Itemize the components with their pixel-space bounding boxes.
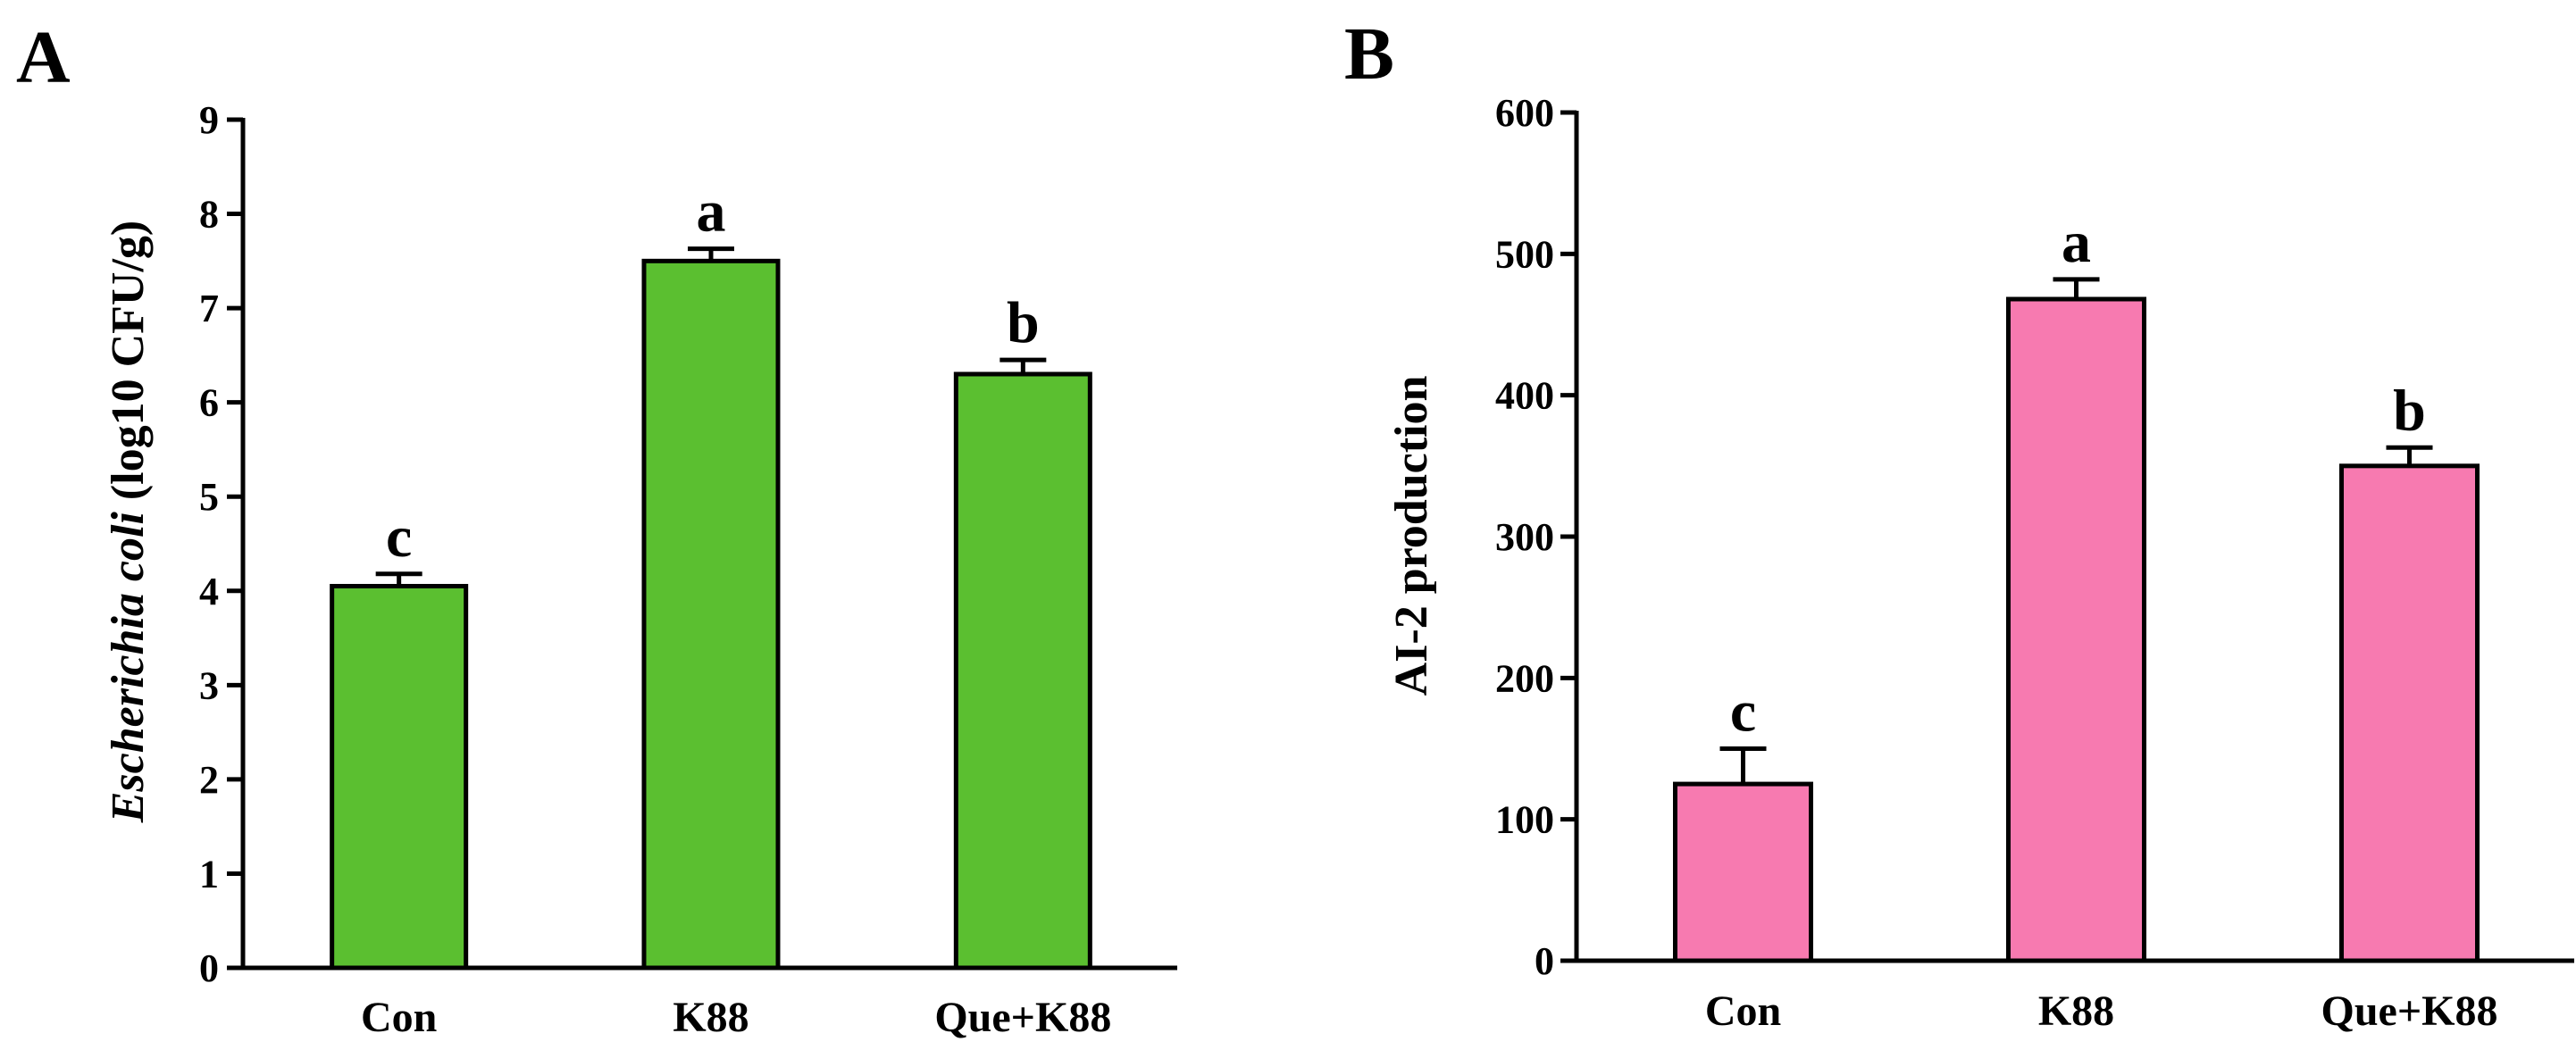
y-tick-label-a: 1: [199, 852, 219, 896]
y-axis-title-b: AI-2 production: [1386, 376, 1437, 696]
x-tick-label-a: Con: [361, 994, 437, 1041]
panel-b: B AI-2 production 0 100 200 300 400 500 600 c Co…: [1344, 12, 2574, 1035]
y-tick-label-a: 2: [199, 758, 219, 802]
bar-a: [641, 258, 781, 971]
y-tick-label-b: 100: [1495, 798, 1554, 842]
significance-letter-a: a: [697, 179, 726, 245]
panel-a: A Escherichia coli (log10 CFU/g) 0 1 2 3 4 5 6…: [16, 16, 1177, 1041]
panel-label-b: B: [1344, 12, 1394, 96]
bar-b: [2339, 463, 2480, 963]
significance-letter-a: c: [386, 504, 412, 570]
y-tick-label-b: 300: [1495, 515, 1554, 559]
y-tick-label-a: 0: [199, 946, 219, 990]
significance-letter-a: b: [1007, 290, 1040, 355]
bar-b: [2006, 296, 2146, 963]
y-axis-title-a-rest: (log10 CFU/g): [103, 221, 154, 512]
panel-label-a: A: [16, 16, 71, 99]
y-tick-label-a: 6: [199, 381, 219, 425]
y-tick-label-a: 5: [199, 475, 219, 519]
y-tick-label-b: 600: [1495, 91, 1554, 135]
significance-letter-b: c: [1730, 679, 1756, 745]
y-tick-label-a: 4: [199, 570, 219, 613]
bar-a: [330, 584, 469, 971]
x-tick-label-b: Que+K88: [2321, 988, 2497, 1035]
x-tick-label-b: K88: [2038, 988, 2114, 1035]
y-axis-title-a-italic: Escherichia coli: [103, 512, 154, 824]
y-tick-label-a: 8: [199, 193, 219, 237]
y-tick-label-a: 7: [199, 287, 219, 330]
x-tick-label-a: K88: [673, 994, 749, 1041]
y-tick-label-b: 400: [1495, 374, 1554, 418]
bar-b: [1673, 781, 1813, 963]
bar-a: [953, 371, 1092, 971]
y-tick-label-a: 3: [199, 663, 219, 707]
significance-letter-b: a: [2062, 210, 2091, 275]
y-tick-label-b: 200: [1495, 656, 1554, 700]
x-tick-label-a: Que+K88: [934, 994, 1111, 1041]
x-tick-label-b: Con: [1705, 988, 1781, 1035]
y-axis-title-a: Escherichia coli (log10 CFU/g): [103, 221, 154, 824]
significance-letter-b: b: [2393, 378, 2426, 443]
y-tick-label-a: 9: [199, 98, 219, 142]
y-tick-label-b: 0: [1535, 939, 1554, 983]
y-tick-label-b: 500: [1495, 232, 1554, 276]
